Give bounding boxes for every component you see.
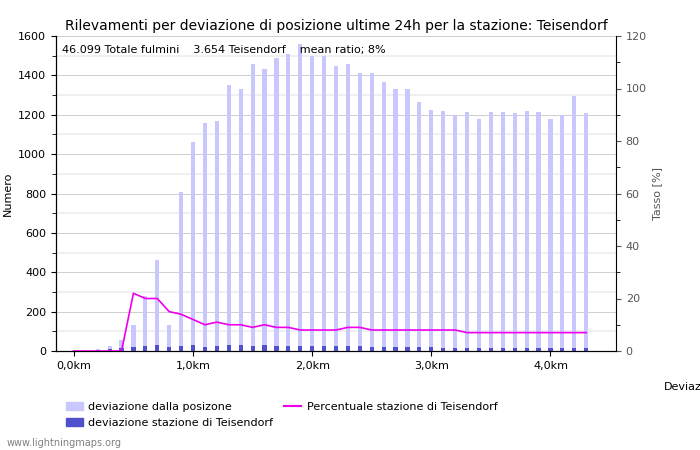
- Bar: [393, 347, 398, 351]
- Bar: [72, 350, 76, 351]
- Bar: [298, 44, 302, 351]
- Bar: [310, 56, 314, 351]
- Bar: [465, 348, 469, 351]
- Bar: [477, 348, 481, 351]
- Bar: [334, 66, 338, 351]
- Bar: [584, 113, 588, 351]
- Bar: [489, 348, 493, 351]
- Bar: [477, 119, 481, 351]
- Bar: [298, 346, 302, 351]
- Bar: [239, 346, 243, 351]
- Bar: [489, 112, 493, 351]
- Bar: [251, 346, 255, 351]
- Bar: [155, 261, 160, 351]
- Bar: [382, 347, 386, 351]
- Bar: [441, 111, 445, 351]
- Legend: deviazione dalla posizone, deviazione stazione di Teisendorf, Percentuale stazio: deviazione dalla posizone, deviazione st…: [62, 397, 502, 432]
- Bar: [548, 119, 552, 351]
- Bar: [358, 346, 362, 351]
- Bar: [405, 89, 409, 351]
- Bar: [346, 63, 350, 351]
- Bar: [441, 348, 445, 351]
- Bar: [108, 346, 112, 351]
- Bar: [405, 347, 409, 351]
- Bar: [500, 112, 505, 351]
- Title: Rilevamenti per deviazione di posizione ultime 24h per la stazione: Teisendorf: Rilevamenti per deviazione di posizione …: [64, 19, 608, 33]
- Bar: [370, 347, 374, 351]
- Bar: [251, 63, 255, 351]
- Bar: [108, 349, 112, 351]
- Bar: [286, 54, 290, 351]
- Bar: [548, 348, 552, 351]
- Bar: [167, 325, 172, 351]
- Bar: [96, 349, 100, 351]
- Bar: [429, 110, 433, 351]
- Bar: [155, 345, 160, 351]
- Bar: [512, 348, 517, 351]
- Y-axis label: Numero: Numero: [3, 171, 13, 216]
- Bar: [536, 348, 540, 351]
- Bar: [203, 346, 207, 351]
- Bar: [167, 347, 172, 351]
- Bar: [274, 346, 279, 351]
- Bar: [262, 346, 267, 351]
- Bar: [453, 115, 457, 351]
- Text: Deviazioni: Deviazioni: [664, 382, 700, 392]
- Bar: [191, 345, 195, 351]
- Bar: [429, 347, 433, 351]
- Bar: [274, 58, 279, 351]
- Bar: [227, 85, 231, 351]
- Text: www.lightningmaps.org: www.lightningmaps.org: [7, 438, 122, 448]
- Bar: [417, 347, 421, 351]
- Bar: [417, 102, 421, 351]
- Bar: [524, 111, 528, 351]
- Bar: [120, 340, 124, 351]
- Bar: [500, 348, 505, 351]
- Bar: [393, 89, 398, 351]
- Bar: [536, 112, 540, 351]
- Bar: [239, 89, 243, 351]
- Bar: [453, 348, 457, 351]
- Bar: [310, 346, 314, 351]
- Bar: [560, 115, 564, 351]
- Bar: [572, 96, 576, 351]
- Text: 46.099 Totale fulmini    3.654 Teisendorf    mean ratio; 8%: 46.099 Totale fulmini 3.654 Teisendorf m…: [62, 45, 385, 55]
- Bar: [524, 348, 528, 351]
- Bar: [334, 346, 338, 351]
- Bar: [346, 346, 350, 351]
- Bar: [560, 348, 564, 351]
- Bar: [358, 73, 362, 351]
- Bar: [262, 69, 267, 351]
- Bar: [120, 348, 124, 351]
- Y-axis label: Tasso [%]: Tasso [%]: [652, 167, 662, 220]
- Bar: [215, 346, 219, 351]
- Bar: [132, 347, 136, 351]
- Bar: [179, 346, 183, 351]
- Bar: [215, 121, 219, 351]
- Bar: [512, 113, 517, 351]
- Bar: [322, 56, 326, 351]
- Bar: [286, 346, 290, 351]
- Bar: [322, 346, 326, 351]
- Bar: [179, 192, 183, 351]
- Bar: [144, 296, 148, 351]
- Bar: [203, 122, 207, 351]
- Bar: [584, 348, 588, 351]
- Bar: [382, 82, 386, 351]
- Bar: [132, 325, 136, 351]
- Bar: [465, 112, 469, 351]
- Bar: [144, 346, 148, 351]
- Bar: [572, 348, 576, 351]
- Bar: [370, 73, 374, 351]
- Bar: [191, 142, 195, 351]
- Bar: [227, 346, 231, 351]
